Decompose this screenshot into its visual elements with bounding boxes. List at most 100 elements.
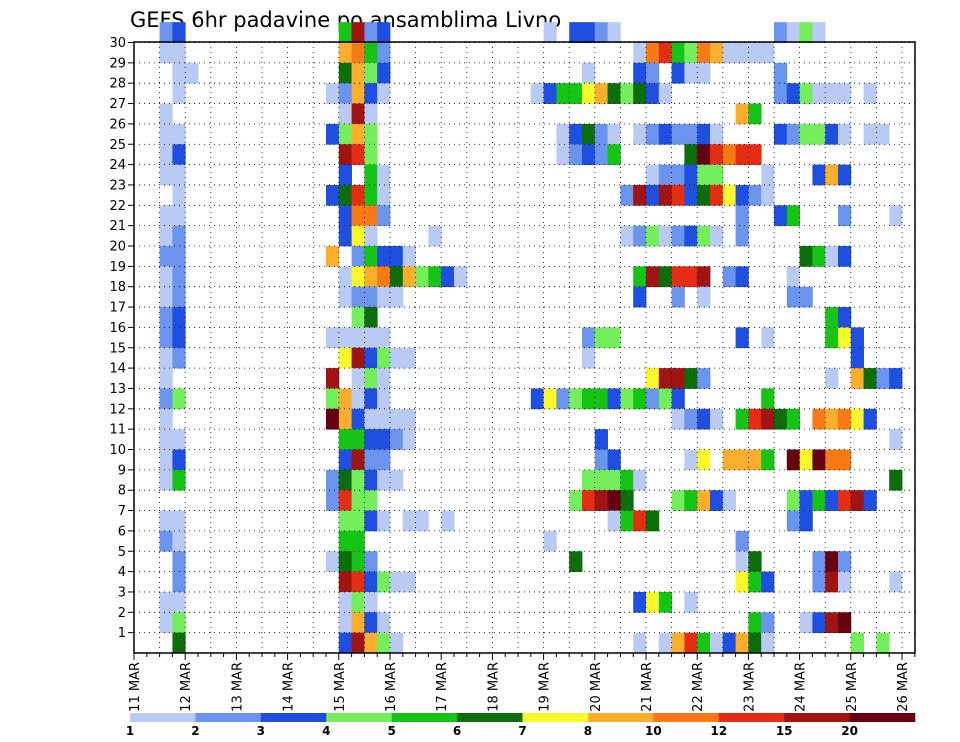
cell-m13-2026-03-21T12 (671, 368, 685, 389)
legend-swatch-2 (195, 713, 262, 722)
cell-m15-2026-03-20T06 (607, 327, 621, 349)
cell-m22-2026-03-21T18 (684, 184, 698, 206)
cell-m6-2026-03-21T00 (646, 510, 660, 532)
y-tick-label-17: 17 (109, 301, 126, 316)
cell-m15-2026-03-11T18 (172, 327, 186, 349)
cell-m22-2026-03-15T12 (364, 184, 378, 206)
cell-m25-2026-03-21T06 (658, 123, 672, 145)
y-tick-label-22: 22 (109, 199, 126, 214)
cell-m14-2026-03-11T18 (172, 347, 186, 369)
cell-m25-2026-03-14T18 (326, 123, 340, 145)
cell-m29-2026-03-15T12 (364, 42, 378, 64)
legend-swatch-4 (326, 713, 392, 722)
cell-m0-2026-03-21T12 (671, 632, 685, 654)
cell-m20-2026-03-21T06 (658, 225, 672, 247)
cell-m16-2026-03-24T18 (838, 307, 852, 328)
cell-m8-2026-03-15T00 (338, 469, 352, 491)
cell-m24-2026-03-23T00 (748, 144, 762, 165)
legend-swatch-12 (849, 713, 916, 722)
cell-m2-2026-03-11T12 (159, 591, 173, 613)
cell-m18-2026-03-15T00 (338, 266, 352, 288)
cell-m30-2026-03-11T18 (172, 22, 186, 43)
cell-m1-2026-03-15T06 (351, 612, 365, 634)
cell-m20-2026-03-21T00 (646, 225, 660, 247)
x-tick-label-11: 22 MAR (691, 662, 706, 712)
cell-m25-2026-03-19T06 (556, 123, 570, 145)
legend-label-20: 20 (841, 724, 858, 738)
cell-m9-2026-03-22T00 (697, 449, 711, 471)
cell-m7-2026-03-22T00 (697, 490, 711, 511)
cell-m29-2026-03-15T18 (377, 42, 391, 64)
cell-m4-2026-03-24T06 (812, 551, 826, 572)
cell-m4-2026-03-24T18 (838, 551, 852, 572)
cell-m6-2026-03-23T18 (786, 510, 800, 532)
cell-m9-2026-03-20T00 (594, 449, 608, 471)
cell-m12-2026-03-11T18 (172, 388, 186, 410)
cell-m21-2026-03-23T18 (786, 205, 800, 227)
cell-m26-2026-03-15T06 (351, 103, 365, 125)
cell-m22-2026-03-21T06 (658, 184, 672, 206)
cell-m22-2026-03-21T00 (646, 184, 660, 206)
cell-m29-2026-03-21T06 (658, 42, 672, 64)
cell-m23-2026-03-15T18 (377, 164, 391, 186)
cell-m23-2026-03-11T18 (172, 164, 186, 186)
cell-m30-2026-03-24T00 (799, 22, 813, 43)
y-tick-label-23: 23 (109, 178, 126, 193)
cell-m13-2026-03-21T00 (646, 368, 660, 389)
cell-m4-2026-03-23T00 (748, 551, 762, 572)
cell-m24-2026-03-22T12 (722, 144, 736, 165)
x-tick-label-13: 24 MAR (794, 662, 809, 712)
cell-m18-2026-03-23T18 (786, 266, 800, 288)
cell-m12-2026-03-15T18 (377, 388, 391, 410)
legend-label-6: 6 (453, 724, 461, 738)
cell-m9-2026-03-11T18 (172, 449, 186, 471)
cell-m1-2026-03-11T12 (159, 612, 173, 634)
legend-swatch-9 (653, 713, 720, 722)
cell-m7-2026-03-24T18 (838, 490, 852, 511)
cell-m27-2026-03-15T12 (364, 83, 378, 104)
cell-m7-2026-03-15T06 (351, 490, 365, 511)
cell-m22-2026-03-20T12 (620, 184, 634, 206)
y-tick-label-13: 13 (109, 382, 126, 397)
cell-m18-2026-03-21T06 (658, 266, 672, 288)
cell-m14-2026-03-16T00 (390, 347, 404, 369)
cell-m13-2026-03-15T18 (377, 368, 391, 389)
cell-m8-2026-03-20T00 (594, 469, 608, 491)
cell-m13-2026-03-25T12 (876, 368, 890, 389)
cell-m5-2026-03-15T06 (351, 530, 365, 552)
cell-m24-2026-03-15T06 (351, 144, 365, 165)
cell-m11-2026-03-24T12 (825, 408, 839, 430)
cell-m29-2026-03-21T00 (646, 42, 660, 64)
cell-m9-2026-03-15T00 (338, 449, 352, 471)
cell-m28-2026-03-15T18 (377, 62, 391, 84)
cell-m20-2026-03-20T12 (620, 225, 634, 247)
cell-m12-2026-03-20T06 (607, 388, 621, 410)
cell-m11-2026-03-15T00 (338, 408, 352, 430)
cell-m19-2026-03-16T06 (402, 246, 416, 267)
cell-m9-2026-03-23T00 (748, 449, 762, 471)
cell-m29-2026-03-21T18 (684, 42, 698, 64)
cell-m27-2026-03-24T00 (799, 83, 813, 104)
cell-m6-2026-03-16T06 (402, 510, 416, 532)
cell-m7-2026-03-25T06 (863, 490, 877, 511)
legend-label-10: 10 (645, 724, 662, 738)
cell-m29-2026-03-23T00 (748, 42, 762, 64)
cell-m8-2026-03-14T18 (326, 469, 340, 491)
cell-m10-2026-03-25T18 (889, 429, 903, 450)
cell-m20-2026-03-15T06 (351, 225, 365, 247)
cell-m25-2026-03-11T12 (159, 123, 173, 145)
cell-m17-2026-03-21T12 (671, 286, 685, 308)
cell-m27-2026-03-14T18 (326, 83, 340, 104)
cell-m25-2026-03-19T18 (582, 123, 596, 145)
cell-m15-2026-03-20T00 (594, 327, 608, 349)
cell-m22-2026-03-22T18 (735, 184, 749, 206)
cell-m24-2026-03-22T00 (697, 144, 711, 165)
cell-m25-2026-03-22T06 (710, 123, 724, 145)
cell-m8-2026-03-19T18 (582, 469, 596, 491)
cell-m10-2026-03-20T00 (594, 429, 608, 450)
cell-m3-2026-03-24T12 (825, 571, 839, 593)
legend-swatch-8 (587, 713, 654, 722)
cell-m21-2026-03-22T18 (735, 205, 749, 227)
cell-m29-2026-03-22T00 (697, 42, 711, 64)
cell-m0-2026-03-21T06 (658, 632, 672, 654)
